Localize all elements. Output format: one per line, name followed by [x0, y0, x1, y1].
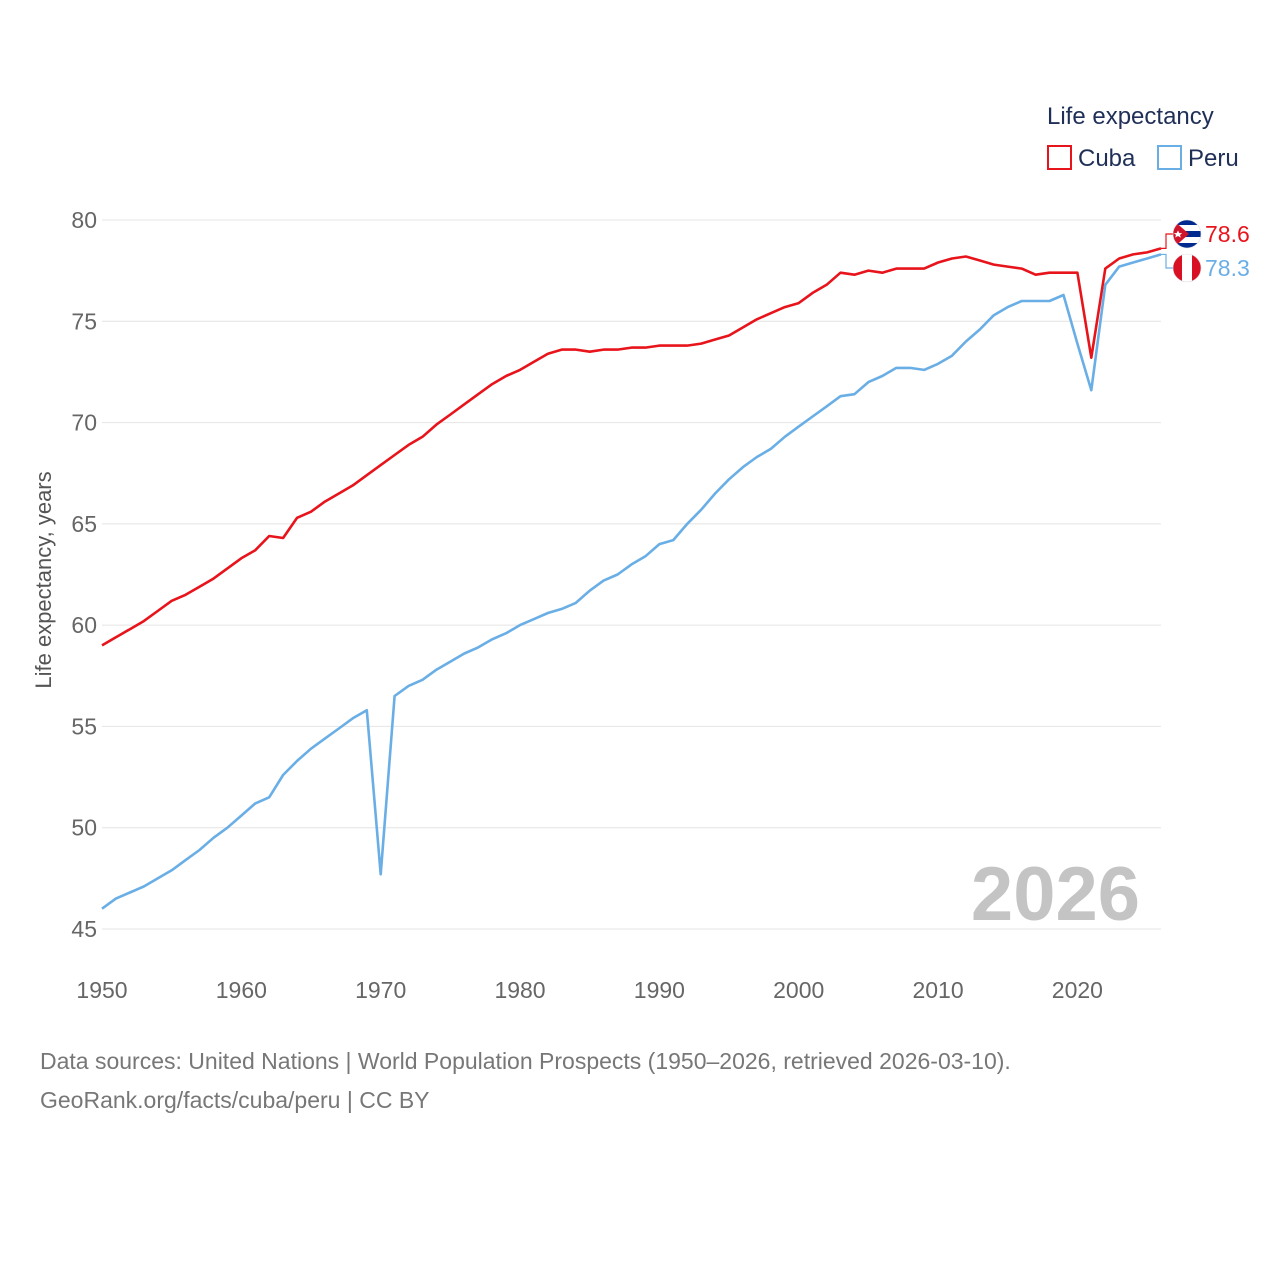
y-tick-label: 80	[71, 207, 97, 233]
y-tick-label: 60	[71, 612, 97, 638]
y-tick-label: 50	[71, 815, 97, 841]
x-tick-label: 1980	[494, 977, 545, 1003]
x-tick-label: 2000	[773, 977, 824, 1003]
series-lines	[101, 247, 1162, 910]
x-tick-label: 1990	[634, 977, 685, 1003]
x-tick-label: 2020	[1052, 977, 1103, 1003]
end-labels: 78.6 78.3	[1161, 219, 1250, 283]
cuba-flag-icon	[1172, 219, 1202, 249]
legend-label-peru: Peru	[1188, 145, 1239, 172]
legend-title: Life expectancy	[1047, 103, 1214, 130]
source-line-1: Data sources: United Nations | World Pop…	[40, 1048, 1011, 1074]
gridlines	[102, 219, 1161, 930]
x-tick-label: 1960	[216, 977, 267, 1003]
source-note: Data sources: United Nations | World Pop…	[40, 1042, 1240, 1120]
y-axis-title: Life expectancy, years	[31, 471, 56, 688]
legend-label-cuba: Cuba	[1078, 145, 1136, 172]
y-tick-label: 45	[71, 916, 97, 942]
y-tick-label: 55	[71, 713, 97, 739]
legend-swatch-peru	[1157, 145, 1182, 170]
series-line-cuba	[101, 247, 1162, 647]
source-line-2[interactable]: GeoRank.org/facts/cuba/peru | CC BY	[40, 1087, 430, 1113]
end-value-label-peru: 78.3	[1205, 255, 1250, 281]
y-tick-label: 70	[71, 410, 97, 436]
y-tick-label: 65	[71, 511, 97, 537]
legend: Life expectancy Cuba Peru	[1047, 103, 1239, 172]
legend-swatch-cuba	[1047, 145, 1072, 170]
end-value-label-cuba: 78.6	[1205, 221, 1250, 247]
y-tick-label: 75	[71, 308, 97, 334]
end-connector	[1161, 233, 1173, 249]
x-tick-label: 1950	[76, 977, 127, 1003]
year-watermark: 2026	[971, 852, 1140, 937]
peru-flag-icon	[1172, 253, 1202, 283]
x-axis: 1950 1960 1970 1980 1990 2000 2010 2020	[76, 977, 1103, 1003]
x-tick-label: 1970	[355, 977, 406, 1003]
x-tick-label: 2010	[912, 977, 963, 1003]
series-line-peru	[101, 253, 1162, 910]
end-connector	[1161, 253, 1173, 269]
y-axis: 45 50 55 60 65 70 75 80	[71, 207, 97, 942]
